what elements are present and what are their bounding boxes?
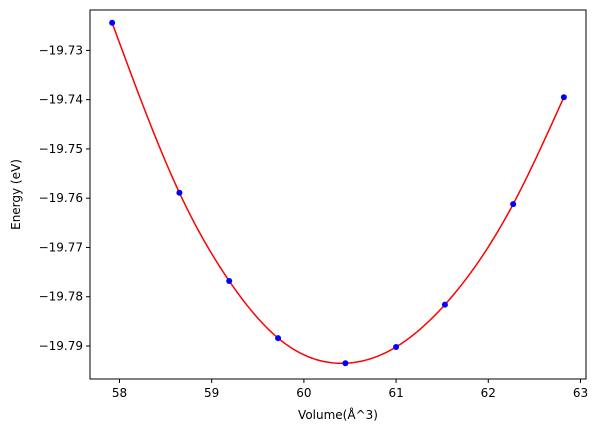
data-points-layer — [109, 19, 567, 367]
x-tick-label: 61 — [388, 386, 403, 400]
y-tick-label: −19.77 — [39, 240, 83, 254]
data-point — [441, 301, 448, 308]
y-tick-label: −19.76 — [39, 191, 83, 205]
y-tick-label: −19.74 — [39, 93, 83, 107]
fit-curve-layer — [111, 22, 565, 365]
fit-curve — [111, 22, 565, 365]
y-tick-label: −19.75 — [39, 142, 83, 156]
data-point — [393, 343, 400, 350]
y-axis-label: Energy (eV) — [9, 159, 23, 230]
y-tick-label: −19.78 — [39, 290, 83, 304]
data-point — [342, 360, 349, 367]
x-tick-label: 63 — [573, 386, 588, 400]
data-point — [510, 201, 517, 208]
x-tick-label: 59 — [204, 386, 219, 400]
data-point — [109, 19, 116, 26]
data-point — [176, 189, 183, 196]
data-point — [226, 277, 233, 284]
axes: 58 59 60 61 62 63 −19.73 −19.74 −19.75 −19.76 −19.… — [39, 9, 588, 400]
plot-frame — [89, 9, 587, 380]
data-point — [275, 335, 282, 342]
y-tick-label: −19.73 — [39, 43, 83, 57]
data-point — [560, 94, 567, 101]
x-tick-label: 60 — [296, 386, 311, 400]
y-tick-label: −19.79 — [39, 339, 83, 353]
x-tick-label: 58 — [112, 386, 127, 400]
x-tick-label: 62 — [481, 386, 496, 400]
x-axis-label: Volume(Å^3) — [298, 407, 378, 422]
